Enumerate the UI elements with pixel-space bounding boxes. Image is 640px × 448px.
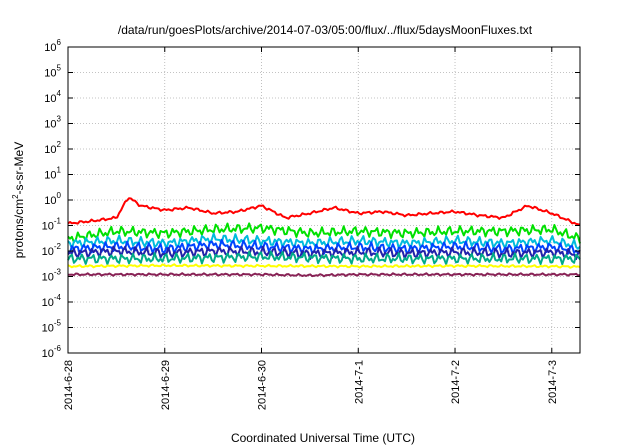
x-tick-label: 2014-6-28 <box>63 360 75 410</box>
x-tick-label: 2014-7-3 <box>547 360 559 404</box>
y-tick-label: 10-4 <box>42 293 62 309</box>
y-tick-label: 100 <box>44 191 61 207</box>
series-line <box>67 245 581 261</box>
y-tick-label: 10-6 <box>42 344 62 360</box>
y-tick-label: 10-1 <box>42 217 62 233</box>
x-tick-label: 2014-6-29 <box>160 360 172 410</box>
grid <box>67 46 580 354</box>
y-tick-label: 103 <box>44 115 61 131</box>
chart-title: /data/run/goesPlots/archive/2014-07-03/0… <box>118 23 533 37</box>
series-line <box>67 263 581 269</box>
y-tick-label: 104 <box>44 89 61 105</box>
y-tick-label: 10-2 <box>42 242 62 258</box>
x-tick-label: 2014-7-2 <box>450 360 462 404</box>
series-line <box>67 197 581 226</box>
series-line <box>67 232 581 250</box>
series-group <box>67 197 581 278</box>
x-tick-label: 2014-6-30 <box>257 360 269 410</box>
series-line <box>68 272 581 278</box>
y-tick-label: 10-3 <box>42 268 62 284</box>
y-tick-label: 102 <box>44 140 61 156</box>
series-line <box>67 250 581 266</box>
y-tick-label: 105 <box>44 64 61 80</box>
y-tick-label: 106 <box>44 38 61 54</box>
x-axis-ticks: 2014-6-28 2014-6-29 2014-6-30 2014-7-1 2014-… <box>63 47 559 410</box>
x-axis-label: Coordinated Universal Time (UTC) <box>231 431 415 445</box>
x-tick-label: 2014-7-1 <box>353 360 365 404</box>
series-line <box>67 222 581 244</box>
y-axis-label: protons/cm2-s-sr-MeV <box>11 142 26 258</box>
y-axis-ticks: 10-6 10-5 10-4 10-3 10-2 10-1 100 101 102 103 104 1… <box>42 38 580 360</box>
y-tick-label: 10-5 <box>42 319 62 335</box>
y-tick-label: 101 <box>44 166 61 182</box>
